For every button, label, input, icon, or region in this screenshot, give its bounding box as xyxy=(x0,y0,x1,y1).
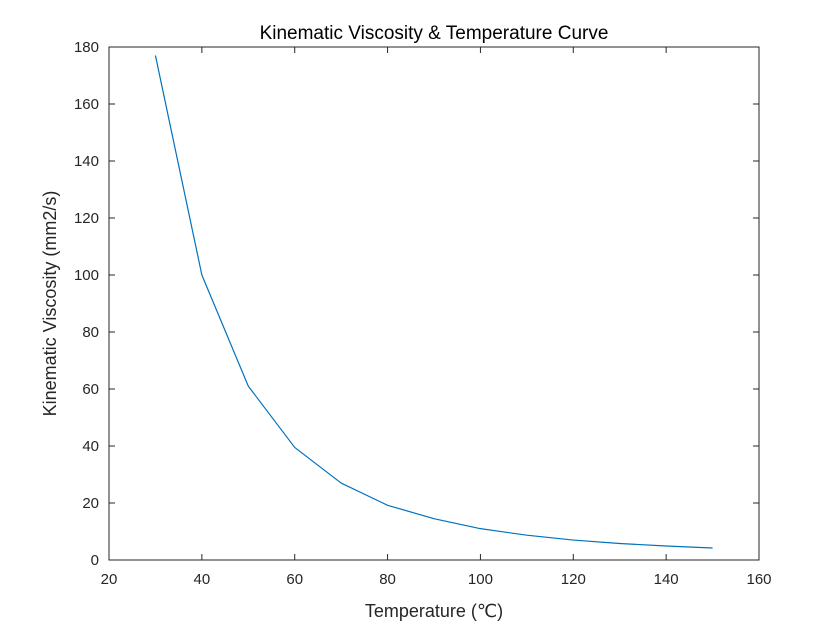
x-tick-label: 100 xyxy=(468,571,493,588)
x-tick-label: 60 xyxy=(286,571,303,588)
y-axis: 0 20 40 60 80 100 120 140 160 180 xyxy=(74,39,759,569)
x-tick-label: 20 xyxy=(101,571,118,588)
x-tick-label: 120 xyxy=(561,571,586,588)
y-tick-label: 120 xyxy=(74,210,99,227)
y-tick-label: 80 xyxy=(82,324,99,341)
x-axis: 20 40 60 80 100 120 140 160 xyxy=(101,47,772,588)
series-group xyxy=(154,55,713,549)
y-tick-label: 60 xyxy=(82,381,99,398)
y-tick-label: 160 xyxy=(74,96,99,113)
y-axis-title: Kinematic Viscosity (mm2/s) xyxy=(40,191,60,417)
x-axis-title: Temperature (℃) xyxy=(365,601,503,621)
x-tick-label: 80 xyxy=(379,571,396,588)
y-tick-label: 0 xyxy=(91,552,99,569)
series-line xyxy=(154,55,713,549)
x-tick-label: 140 xyxy=(654,571,679,588)
y-tick-label: 100 xyxy=(74,267,99,284)
y-tick-label: 40 xyxy=(82,438,99,455)
x-tick-label: 40 xyxy=(194,571,211,588)
plot-area: 20 40 60 80 100 120 140 160 0204060801001201401… xyxy=(74,39,772,588)
y-tick-label: 20 xyxy=(82,495,99,512)
chart-title: Kinematic Viscosity & Temperature Curve xyxy=(260,23,609,44)
y-tick-label: 180 xyxy=(74,39,99,56)
y-tick-label: 140 xyxy=(74,153,99,170)
axes-box xyxy=(108,46,760,561)
x-tick-label: 160 xyxy=(746,571,771,588)
